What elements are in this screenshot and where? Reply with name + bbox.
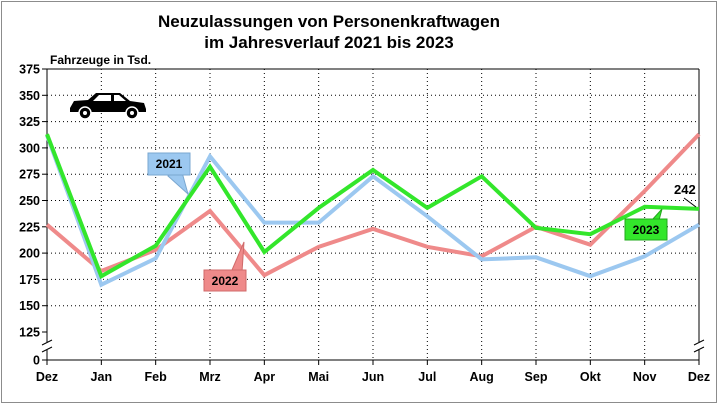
x-tick-label: Dez (36, 370, 58, 384)
series-label-2021: 2021 (147, 152, 191, 196)
x-axis-ticks: Dez Jan Feb Mrz Apr Mai Jun Jul Aug Sep Okt Nov Dez (36, 360, 710, 384)
grid-lines (47, 69, 699, 360)
x-tick-label: Jun (362, 370, 384, 384)
x-tick-label: Sep (525, 370, 548, 384)
y-tick-label: 225 (19, 220, 40, 234)
series-label-2022: 2022 (203, 241, 247, 292)
car-icon (70, 93, 146, 120)
y-tick-label: 275 (19, 168, 40, 182)
x-tick-label: Nov (633, 370, 657, 384)
series-line-2021 (45, 134, 701, 288)
y-tick-label: 325 (19, 115, 40, 129)
x-tick-label: Dez (688, 370, 710, 384)
y-axis-ticks: 0 125 150 175 200 225 250 275 300 325 350 375 (19, 63, 47, 368)
axis-break-mark (41, 339, 53, 353)
x-tick-label: Aug (470, 370, 494, 384)
y-tick-label: 375 (19, 63, 40, 77)
x-tick-label: Jul (418, 370, 436, 384)
label-2021-text: 2021 (156, 157, 183, 171)
x-tick-label: Feb (145, 370, 168, 384)
chart-title-line1: Neuzulassungen von Personenkraftwagen (158, 12, 500, 31)
series-lines (45, 132, 701, 288)
y-tick-label: 125 (19, 326, 40, 340)
y-tick-label: 350 (19, 89, 40, 103)
x-tick-label: Apr (254, 370, 276, 384)
y-axis-unit-label: Fahrzeuge in Tsd. (50, 53, 151, 67)
x-tick-label: Okt (580, 370, 602, 384)
series-label-2023: 2023 (624, 208, 668, 241)
x-tick-label: Jan (91, 370, 113, 384)
label-2022-text: 2022 (212, 274, 239, 288)
label-2023-text: 2023 (633, 223, 660, 237)
axes (41, 68, 705, 361)
end-value-text: 242 (674, 182, 696, 197)
end-value-callout: 242 (674, 182, 697, 208)
x-tick-label: Mrz (199, 370, 221, 384)
y-tick-label: 250 (19, 194, 40, 208)
y-tick-label: 0 (33, 354, 40, 368)
chart-title-line2: im Jahresverlauf 2021 bis 2023 (204, 33, 454, 52)
series-line-2023 (45, 133, 700, 280)
series-line-2022 (45, 132, 701, 278)
y-tick-label: 300 (19, 141, 40, 155)
y-tick-label: 200 (19, 247, 40, 261)
y-tick-label: 150 (19, 299, 40, 313)
y-tick-label: 175 (19, 273, 40, 287)
axis-break-mark (693, 339, 705, 353)
x-tick-label: Mai (308, 370, 329, 384)
